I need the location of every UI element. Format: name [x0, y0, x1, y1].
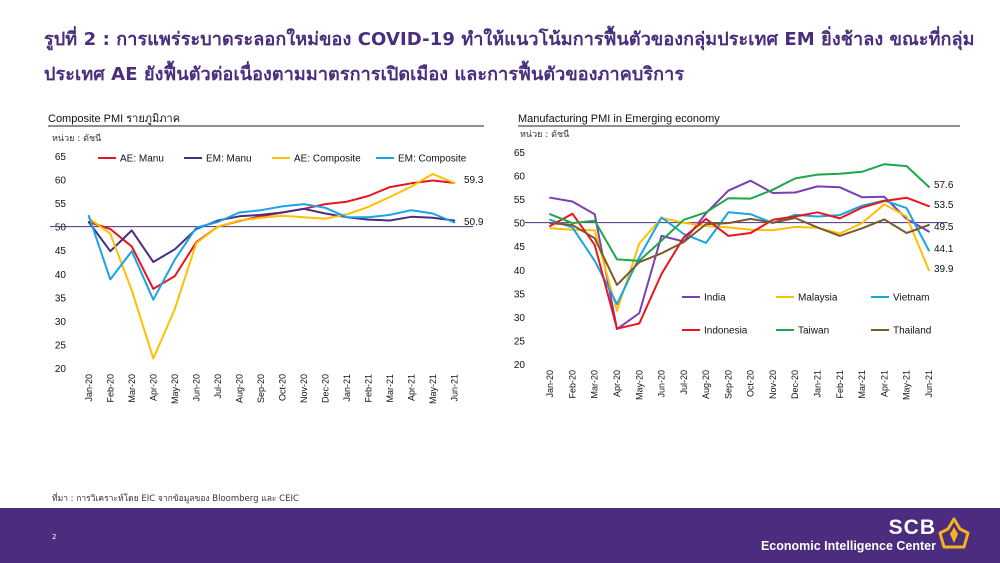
series-line-vietnam — [549, 199, 930, 306]
y-tick-label: 20 — [55, 364, 67, 375]
x-tick-label: Apr-21 — [406, 374, 416, 401]
y-tick-label: 45 — [55, 246, 67, 257]
source-note: ที่มา : การวิเคราะห์โดย EIC จากข้อมูลของ… — [52, 494, 299, 504]
x-tick-label: Mar-21 — [385, 374, 395, 403]
x-tick-label: Jan-20 — [545, 370, 555, 398]
chart-title: Composite PMI รายภูมิภาค — [48, 113, 180, 125]
legend-entry: Indonesia — [704, 326, 748, 337]
y-tick-label: 30 — [514, 313, 526, 324]
end-value-label: 39.9 — [934, 264, 954, 275]
x-tick-label: Mar-20 — [127, 374, 137, 403]
x-tick-label: Jan-21 — [342, 374, 352, 402]
x-tick-label: Feb-20 — [567, 370, 577, 399]
page-title-line-2: ประเทศ AE ยังฟื้นตัวต่อเนื่องตามมาตรการเ… — [44, 64, 685, 85]
x-tick-label: Jul-20 — [213, 374, 223, 399]
y-tick-label: 25 — [514, 336, 526, 347]
brand-name: SCB — [888, 516, 936, 539]
x-tick-label: Dec-20 — [790, 370, 800, 399]
page-number: 2 — [52, 533, 57, 541]
y-tick-label: 40 — [514, 266, 526, 277]
legend-entry: India — [704, 293, 726, 304]
unit-label: หน่วย : ดัชนี — [52, 133, 101, 144]
x-tick-label: May-20 — [634, 370, 644, 400]
unit-label: หน่วย : ดัชนี — [520, 129, 569, 140]
x-tick-label: Mar-20 — [590, 370, 600, 399]
brand-subtitle: Economic Intelligence Center — [760, 539, 936, 553]
x-tick-label: May-20 — [170, 374, 180, 404]
x-tick-label: Dec-20 — [320, 374, 330, 403]
legend-entry: Vietnam — [893, 293, 930, 304]
x-tick-label: Apr-20 — [148, 374, 158, 401]
x-tick-label: Apr-21 — [879, 370, 889, 397]
x-tick-label: Sep-20 — [723, 370, 733, 399]
brand-block: SCB Economic Intelligence Center — [761, 517, 936, 554]
x-tick-label: Jan-20 — [84, 374, 94, 402]
x-tick-label: May-21 — [428, 374, 438, 404]
legend-entry: Taiwan — [798, 326, 829, 337]
series-line-thailand — [549, 217, 930, 286]
x-tick-label: Aug-20 — [701, 370, 711, 399]
x-tick-label: Oct-20 — [746, 370, 756, 397]
series-line-em-composite — [87, 203, 456, 301]
page-title-line-1: รูปที่ 2 : การแพร่ระบาดระลอกใหม่ของ COVI… — [44, 29, 975, 50]
x-tick-label: Feb-21 — [363, 374, 373, 403]
y-tick-label: 60 — [55, 176, 67, 187]
legend-entry: AE: Composite — [294, 154, 361, 165]
series-line-india — [549, 179, 930, 331]
end-value-label: 49.5 — [934, 222, 954, 233]
scb-logo-icon — [938, 517, 970, 549]
y-tick-label: 50 — [514, 219, 526, 230]
x-tick-label: Jun-21 — [924, 370, 934, 398]
x-tick-label: Jun-20 — [657, 370, 667, 398]
x-tick-label: Jul-20 — [679, 370, 689, 395]
end-value-label: 44.1 — [934, 244, 954, 255]
x-tick-label: Apr-20 — [612, 370, 622, 397]
y-tick-label: 65 — [55, 152, 67, 163]
end-value-label: 59.3 — [464, 175, 484, 186]
x-tick-label: Nov-20 — [768, 370, 778, 399]
y-tick-label: 55 — [514, 195, 526, 206]
series-line-ae-composite — [87, 172, 456, 360]
legend-entry: Thailand — [893, 326, 931, 337]
x-tick-label: Mar-21 — [857, 370, 867, 399]
manufacturing-pmi-chart: Manufacturing PMI in Emerging economy หน่… — [514, 113, 960, 400]
legend-entry: EM: Composite — [398, 154, 467, 165]
x-tick-label: Oct-20 — [277, 374, 287, 401]
y-tick-label: 35 — [55, 293, 67, 304]
legend-entry: Malaysia — [798, 293, 838, 304]
series-line-taiwan — [549, 163, 930, 262]
y-tick-label: 35 — [514, 289, 526, 300]
x-tick-label: Jun-21 — [449, 374, 459, 402]
chart-title: Manufacturing PMI in Emerging economy — [518, 113, 720, 125]
series-line-indonesia — [549, 196, 930, 330]
y-tick-label: 20 — [514, 360, 526, 371]
y-tick-label: 60 — [514, 172, 526, 183]
y-tick-label: 30 — [55, 317, 67, 328]
legend-entry: EM: Manu — [206, 154, 252, 165]
x-tick-label: Sep-20 — [256, 374, 266, 403]
x-tick-label: May-21 — [902, 370, 912, 400]
y-tick-label: 45 — [514, 242, 526, 253]
y-tick-label: 50 — [55, 223, 67, 234]
x-tick-label: Feb-21 — [835, 370, 845, 399]
y-tick-label: 25 — [55, 340, 67, 351]
x-tick-label: Jun-20 — [191, 374, 201, 402]
x-tick-label: Aug-20 — [234, 374, 244, 403]
end-value-label: 53.5 — [934, 200, 954, 211]
end-value-label: 57.6 — [934, 180, 954, 191]
legend-entry: AE: Manu — [120, 154, 164, 165]
x-tick-label: Feb-20 — [105, 374, 115, 403]
end-value-label: 50.9 — [464, 217, 484, 228]
y-tick-label: 65 — [514, 148, 526, 159]
footer-bar — [0, 508, 1000, 563]
x-tick-label: Jan-21 — [812, 370, 822, 398]
x-tick-label: Nov-20 — [299, 374, 309, 403]
page-title: รูปที่ 2 : การแพร่ระบาดระลอกใหม่ของ COVI… — [44, 22, 984, 92]
series-line-em-manu — [87, 207, 456, 263]
y-tick-label: 55 — [55, 199, 67, 210]
y-tick-label: 40 — [55, 270, 67, 281]
